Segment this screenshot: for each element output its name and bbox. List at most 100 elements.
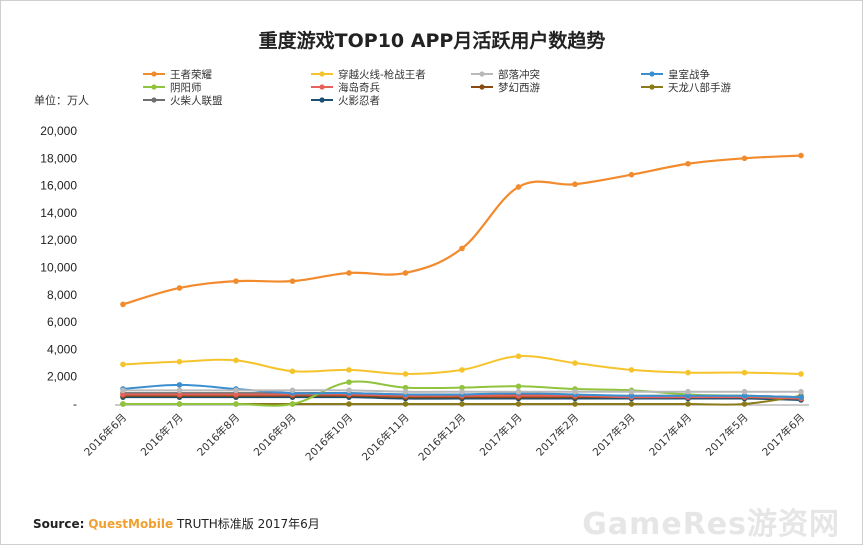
data-point: [289, 387, 296, 394]
data-point: [120, 387, 126, 394]
legend-item: 皇室战争: [641, 68, 710, 81]
data-point: [233, 357, 239, 364]
x-tick-label: 2017年4月: [646, 411, 694, 459]
data-point: [572, 360, 578, 366]
legend-swatch-marker: [649, 71, 655, 77]
legend-label: 火柴人联盟: [170, 94, 223, 107]
data-point: [346, 270, 352, 276]
data-point: [741, 369, 748, 376]
data-point: [741, 401, 748, 407]
legend-item: 王者荣耀: [143, 69, 212, 81]
series-2: [120, 387, 804, 395]
data-point: [741, 388, 748, 395]
data-point: [798, 152, 804, 159]
data-point: [402, 270, 409, 276]
y-tick-label: -: [73, 397, 77, 411]
x-tick-label: 2016年12月: [416, 411, 468, 463]
legend-swatch-marker: [151, 84, 157, 90]
data-point: [176, 285, 183, 291]
data-point: [798, 371, 804, 377]
legend-swatch-marker: [479, 71, 485, 77]
data-point: [289, 278, 296, 284]
source-detail: TRUTH标准版 2017年6月: [176, 517, 320, 531]
data-point: [572, 181, 578, 188]
data-point: [346, 379, 352, 385]
data-point: [233, 387, 239, 394]
data-point: [685, 160, 691, 167]
data-point: [289, 368, 296, 375]
legend-swatch-marker: [319, 84, 325, 90]
data-point: [120, 401, 126, 407]
data-point: [176, 401, 183, 407]
data-point: [176, 382, 183, 388]
data-point: [685, 393, 691, 399]
y-tick-label: 8,000: [47, 288, 77, 302]
legend-label: 穿越火线-枪战王者: [338, 68, 426, 81]
data-point: [233, 401, 239, 407]
legend-item: 穿越火线-枪战王者: [311, 68, 426, 81]
legend-label: 皇室战争: [668, 68, 710, 81]
source-label: Source:: [33, 517, 85, 531]
data-point: [515, 401, 522, 407]
data-point: [402, 371, 409, 377]
legend-swatch-marker: [479, 84, 485, 90]
legend-item: 阴阳师: [143, 81, 202, 94]
data-point: [685, 369, 691, 376]
legend-swatch-marker: [151, 97, 157, 103]
data-point: [233, 278, 239, 284]
source-brand: QuestMobile: [88, 517, 174, 531]
data-point: [176, 358, 183, 365]
x-tick-label: 2017年6月: [759, 411, 807, 459]
y-tick-label: 10,000: [40, 261, 77, 275]
y-tick-label: 12,000: [40, 233, 77, 247]
legend-item: 火影忍者: [311, 94, 380, 107]
y-tick-label: 2,000: [47, 370, 77, 384]
data-point: [798, 394, 804, 400]
series-group: [120, 152, 804, 407]
data-point: [120, 391, 126, 398]
x-tick-label: 2016年9月: [251, 411, 299, 459]
x-tick-label: 2016年7月: [138, 411, 186, 459]
y-tick-label: 6,000: [47, 315, 77, 329]
legend-swatch-marker: [151, 71, 157, 77]
x-tick-label: 2017年1月: [477, 411, 525, 459]
data-point: [515, 388, 522, 395]
x-tick-label: 2016年6月: [81, 411, 129, 459]
data-point: [741, 155, 748, 162]
series-line: [122, 154, 802, 306]
legend-label: 火影忍者: [338, 94, 380, 107]
data-point: [628, 367, 635, 373]
legend-swatch-marker: [319, 71, 325, 77]
data-point: [176, 387, 183, 394]
series-1: [120, 353, 804, 377]
legend-label: 梦幻西游: [498, 81, 540, 94]
data-point: [515, 184, 522, 190]
x-tick-label: 2016年10月: [303, 411, 355, 463]
data-point: [233, 391, 239, 398]
legend-label: 海岛奇兵: [338, 81, 380, 94]
legend-item: 梦幻西游: [471, 81, 540, 94]
data-point: [346, 367, 352, 373]
y-tick-label: 20,000: [40, 124, 77, 138]
x-tick-label: 2017年3月: [590, 411, 638, 459]
data-point: [685, 388, 691, 395]
data-point: [120, 361, 126, 368]
data-point: [402, 401, 409, 407]
data-point: [572, 388, 578, 395]
data-point: [176, 391, 183, 398]
data-point: [628, 388, 635, 395]
legend-label: 阴阳师: [170, 81, 202, 94]
legend-item: 火柴人联盟: [143, 94, 223, 107]
data-point: [628, 171, 635, 178]
legend-label: 王者荣耀: [170, 69, 212, 81]
legend-item: 天龙八部手游: [641, 81, 731, 94]
data-point: [120, 301, 126, 308]
source-note: Source: QuestMobile TRUTH标准版 2017年6月: [33, 515, 320, 532]
x-tick-label: 2016年11月: [359, 411, 411, 463]
data-point: [628, 393, 635, 399]
unit-label: 单位：万人: [34, 93, 89, 107]
data-point: [459, 388, 465, 395]
y-tick-label: 16,000: [40, 179, 77, 193]
data-point: [289, 401, 296, 407]
